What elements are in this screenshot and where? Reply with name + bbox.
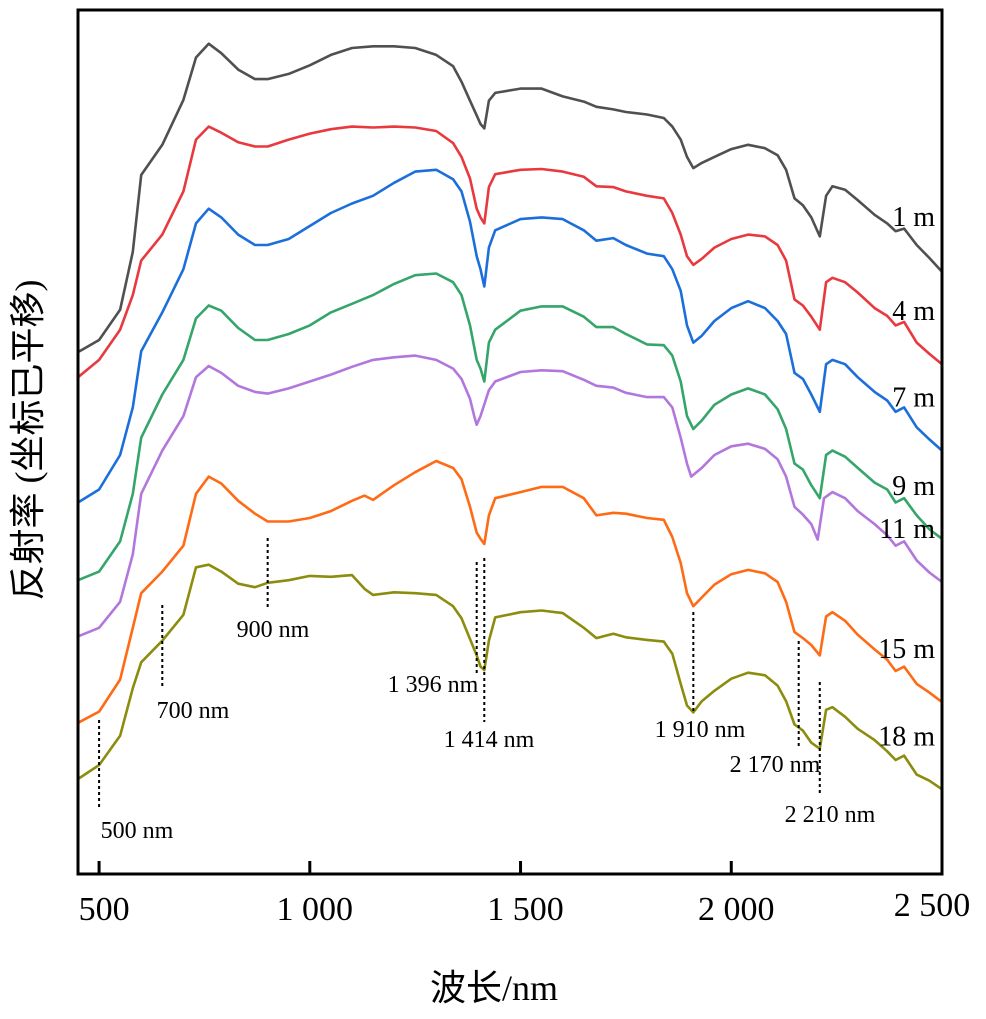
series-label-11m: 11 m [879, 514, 935, 545]
annotation-label-1396nm: 1 396 nm [388, 672, 479, 698]
x-tick-label-1500: 1 500 [487, 891, 564, 928]
series-line-7m [76, 168, 944, 504]
x-tick-label-2000: 2 000 [698, 891, 775, 928]
annotation-label-1414nm: 1 414 nm [444, 727, 535, 753]
annotation-layer: 500 nm 700 nm 900 nm 1 396 nm 1 414 nm 1 910 … [98, 538, 876, 844]
x-tick-label-2500: 2 500 [894, 887, 971, 924]
series-line-18m [76, 563, 944, 791]
series-line-15m [76, 459, 944, 725]
annotation-label-2170nm: 2 170 nm [730, 752, 821, 778]
x-axis-title: 波长/nm [430, 968, 558, 1008]
series-line-11m [76, 354, 944, 638]
series-label-15m: 15 m [878, 634, 935, 665]
series-label-7m: 7 m [892, 383, 935, 414]
x-tick-label-500: 500 [79, 891, 130, 928]
series-line-4m [76, 125, 944, 379]
series-label-1m: 1 m [892, 202, 935, 233]
annotation-label-700nm: 700 nm [157, 698, 230, 724]
annotation-label-900nm: 900 nm [237, 617, 310, 643]
series-line-9m [76, 272, 944, 582]
series-label-18m: 18 m [878, 721, 935, 752]
series-line-1m [76, 42, 944, 354]
plot-frame [76, 8, 944, 876]
annotation-label-2210nm: 2 210 nm [785, 802, 876, 828]
annotation-label-1910nm: 1 910 nm [655, 717, 746, 743]
series-layer [76, 42, 944, 791]
series-label-4m: 4 m [892, 296, 935, 327]
x-tick-label-1000: 1 000 [277, 891, 354, 928]
x-axis-ticks: 500 1 000 1 500 2 000 2 500 [79, 861, 971, 928]
series-label-9m: 9 m [892, 471, 935, 502]
annotation-label-500nm: 500 nm [101, 818, 174, 844]
series-labels: 1 m 4 m 7 m 9 m 11 m 15 m 18 m [878, 202, 935, 752]
y-axis-title: 反射率 (坐标已平移) [8, 280, 48, 601]
